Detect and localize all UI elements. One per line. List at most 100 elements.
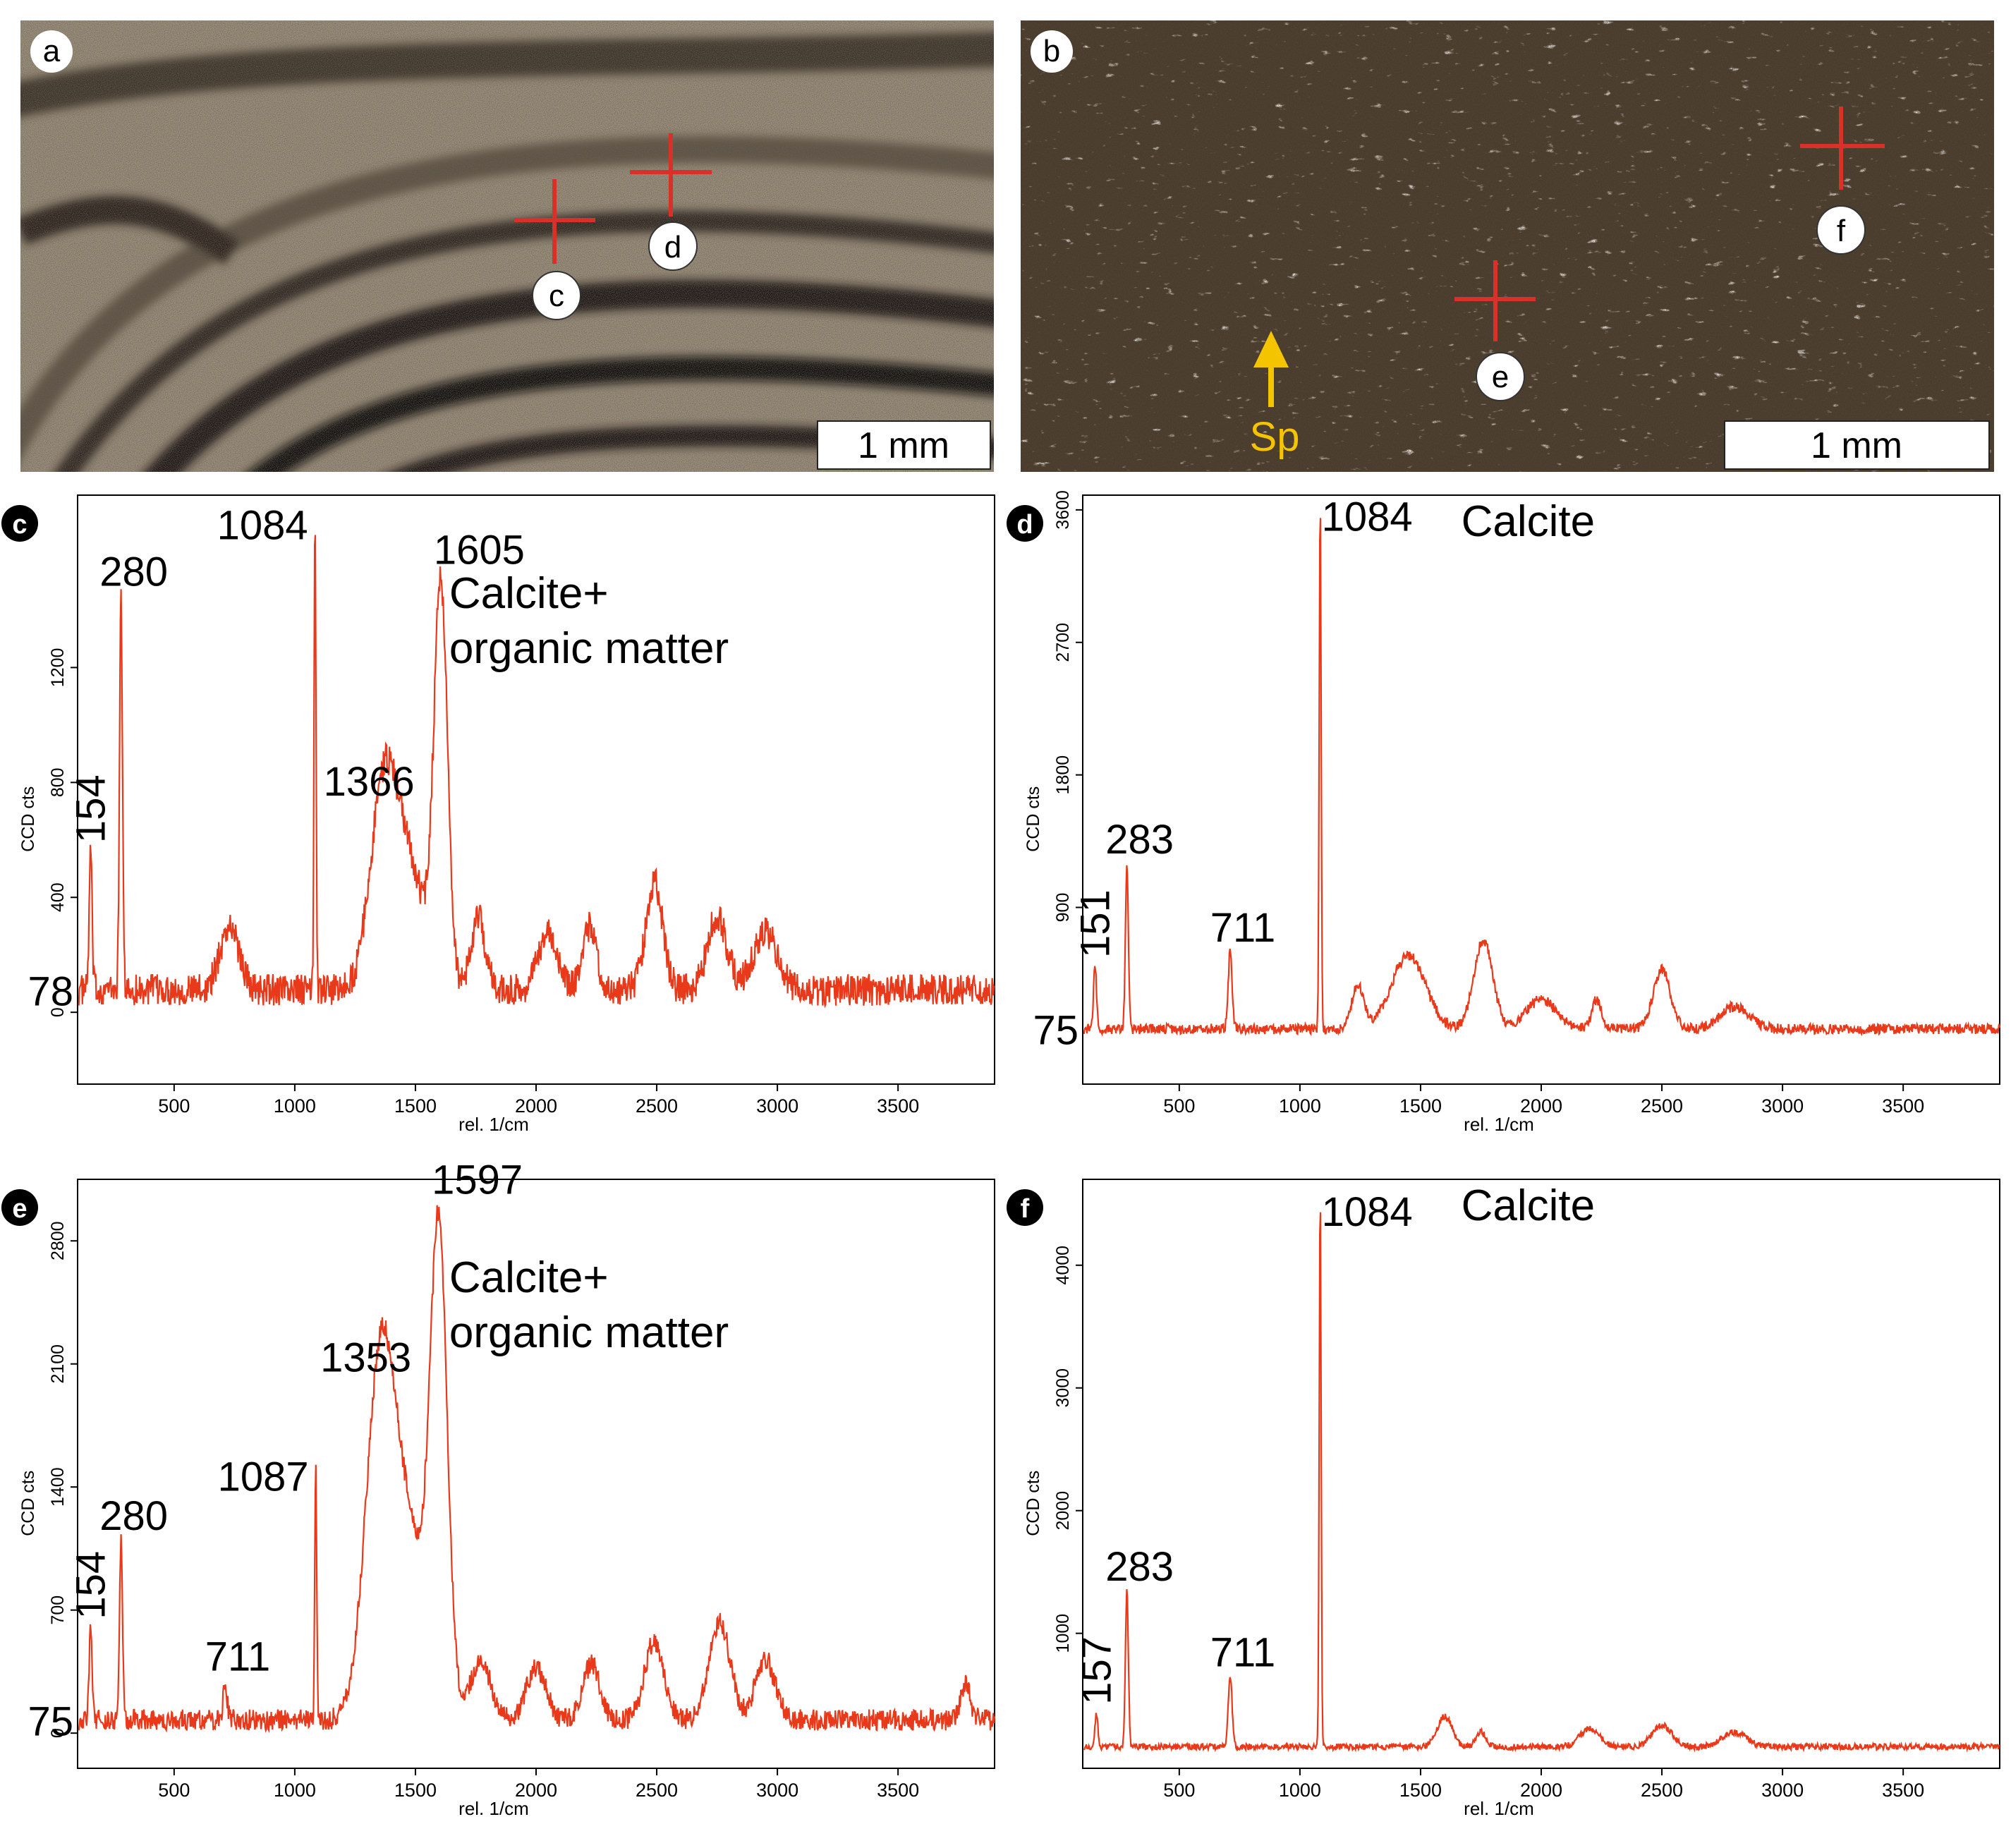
y-tick-label: 1000 [1053, 1614, 1073, 1653]
x-tick-label: 1500 [394, 1095, 437, 1117]
x-axis-label: rel. 1/cm [1464, 1114, 1534, 1135]
x-tick-label: 1500 [1399, 1095, 1442, 1117]
baseline-label: 75 [28, 1698, 73, 1744]
spectrum-line [1083, 518, 2001, 1037]
plot-frame [1082, 1179, 2000, 1769]
y-tick-label: 0 [48, 1728, 68, 1738]
x-tick-label: 3500 [877, 1095, 919, 1117]
scale-bar-b-text: 1 mm [1811, 425, 1902, 466]
annotation-text: organic matter [449, 1308, 729, 1357]
spectrum-panel-e: e 500 1000 1500 2000 2500 3000 3500 rel. 1/cm 0 70… [0, 1157, 1002, 1834]
peak-label: 1084 [1322, 1189, 1413, 1235]
y-tick-label: 2700 [1053, 623, 1073, 662]
x-tick-label: 2500 [1641, 1095, 1683, 1117]
marker-c-text: c [549, 279, 564, 313]
annotation-text: Calcite+ [449, 1253, 609, 1302]
spectrum-panel-f: f 500 1000 1500 2000 2500 3000 3500 rel. 1/cm 100… [1005, 1171, 2007, 1834]
photomicrograph-a: a c d 1 mm [20, 20, 994, 472]
annotation-text: Calcite+ [449, 569, 609, 618]
peak-label: 1353 [320, 1335, 411, 1381]
y-axis-label: CCD cts [1023, 786, 1043, 852]
y-axis-label: CCD cts [18, 786, 38, 852]
crosshair-c [514, 179, 595, 264]
marker-f: f [1816, 205, 1866, 255]
spectrum-d-svg: d 500 1000 1500 2000 2500 3000 3500 rel. 1/cm 900… [1007, 490, 2001, 1135]
x-tick-label: 3000 [1761, 1780, 1804, 1801]
photo-b-label-text: b [1043, 34, 1060, 68]
y-tick-label: 2000 [1053, 1491, 1073, 1531]
x-tick-label: 2500 [1641, 1780, 1683, 1801]
spectrum-f-svg: f 500 1000 1500 2000 2500 3000 3500 rel. 1/cm 100… [1007, 1179, 2000, 1819]
spectrum-line [1083, 1212, 2000, 1753]
peak-label: 157 [1074, 1636, 1120, 1705]
peak-label: 1087 [218, 1454, 309, 1500]
photo-a-grain [20, 20, 994, 472]
x-axis-label: rel. 1/cm [458, 1114, 529, 1135]
peak-label: 154 [68, 1551, 114, 1619]
spectrum-panel-d: d 500 1000 1500 2000 2500 3000 3500 rel. 1/cm 900… [1005, 487, 2007, 1150]
y-tick-label: 1400 [48, 1467, 68, 1507]
x-axis-label: rel. 1/cm [1464, 1798, 1534, 1819]
peak-label: 280 [99, 1493, 168, 1539]
x-tick-label: 1000 [274, 1780, 316, 1801]
marker-d-text: d [664, 230, 681, 265]
x-tick-label: 2000 [1520, 1095, 1562, 1117]
photo-b-panel-label: b [1031, 30, 1073, 73]
x-tick-label: 500 [1163, 1095, 1195, 1117]
peak-label: 1597 [432, 1157, 523, 1203]
x-tick-label: 2000 [515, 1095, 557, 1117]
marker-e: e [1476, 352, 1525, 401]
y-tick-label: 0 [48, 1007, 68, 1017]
x-tick-label: 2000 [1520, 1780, 1562, 1801]
spectrum-e-svg: e 500 1000 1500 2000 2500 3000 3500 rel. 1/cm 0 70… [1, 1157, 996, 1819]
crosshair-d [630, 133, 712, 217]
panel-label: e [12, 1194, 27, 1224]
marker-e-text: e [1492, 360, 1509, 394]
scale-bar-b: 1 mm [1724, 420, 1990, 470]
sp-arrow-label: Sp [1250, 414, 1300, 460]
panel-label: f [1021, 1194, 1030, 1224]
peak-label: 1084 [1322, 494, 1413, 540]
y-tick-label: 1200 [48, 648, 68, 688]
y-tick-label: 700 [48, 1595, 68, 1625]
scale-bar-a: 1 mm [817, 420, 991, 470]
x-tick-label: 2500 [636, 1780, 678, 1801]
peak-label: 280 [99, 549, 168, 595]
sp-arrow: Sp [1250, 331, 1300, 460]
photo-a-panel-label: a [30, 30, 73, 73]
baseline-label: 75 [1033, 1008, 1079, 1054]
panel-label: d [1016, 510, 1033, 540]
y-tick-label: 3600 [1053, 490, 1073, 530]
crosshair-f [1800, 107, 1885, 190]
panel-label-badge [1, 505, 38, 542]
peak-label: 1605 [434, 528, 525, 573]
photomicrograph-b: b e f Sp 1 mm [1021, 20, 1994, 472]
marker-f-text: f [1837, 214, 1846, 248]
baseline-label: 78 [28, 968, 73, 1014]
peak-label: 711 [1210, 905, 1275, 951]
x-tick-label: 3000 [756, 1780, 798, 1801]
scale-bar-a-text: 1 mm [858, 425, 949, 466]
annotation-text: organic matter [449, 624, 729, 673]
annotation-text: Calcite [1462, 497, 1596, 546]
y-tick-label: 800 [48, 767, 68, 797]
spectrum-c-svg: c 500 1000 1500 2000 2500 3000 3500 rel. 1/cm 0 40… [1, 494, 995, 1135]
y-tick-label: 900 [1053, 893, 1073, 923]
peak-label: 711 [1210, 1630, 1275, 1676]
y-axis-label: CCD cts [1023, 1471, 1043, 1536]
peak-label: 283 [1105, 1544, 1174, 1590]
crosshair-e [1454, 260, 1536, 341]
y-axis-label: CCD cts [18, 1471, 38, 1536]
y-tick-label: 4000 [1053, 1246, 1073, 1285]
spectrum-line [78, 1205, 996, 1734]
x-tick-label: 500 [158, 1780, 190, 1801]
y-tick-label: 400 [48, 882, 68, 912]
y-tick-label: 2800 [48, 1221, 68, 1260]
marker-d: d [648, 221, 698, 271]
peak-label: 151 [1072, 889, 1118, 958]
y-tick-label: 2100 [48, 1344, 68, 1384]
x-tick-label: 3500 [1882, 1780, 1924, 1801]
peak-label: 283 [1105, 817, 1174, 863]
x-tick-label: 3500 [1882, 1095, 1924, 1117]
x-tick-label: 500 [1163, 1780, 1195, 1801]
